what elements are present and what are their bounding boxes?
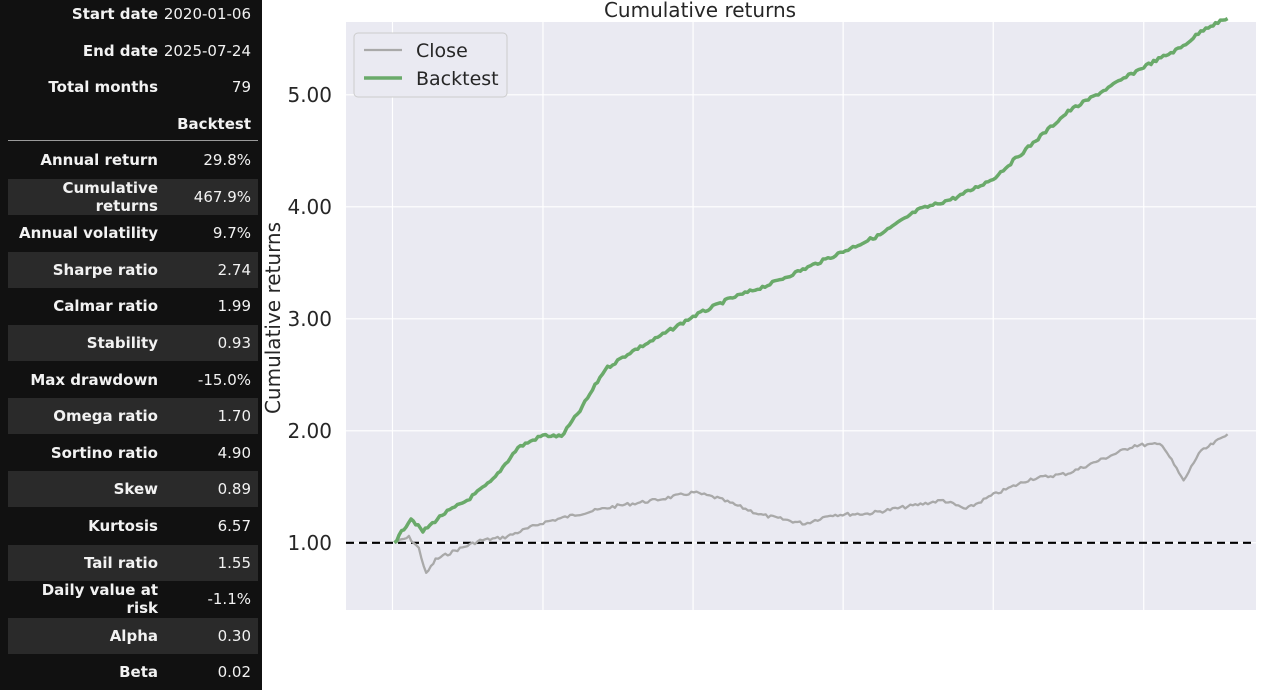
stat-row-top-0-value: 2020-01-06 (163, 5, 251, 23)
legend-label-close: Close (416, 40, 468, 62)
y-tick-labels: 1.00 2.00 3.00 4.00 5.00 (287, 83, 332, 555)
stat-row-metric-13: Alpha 0.30 (8, 617, 258, 654)
stat-row-metric-7: Omega ratio 1.70 (8, 398, 258, 435)
stat-row-metric-9-value: 0.89 (217, 480, 251, 499)
stat-row-metric-6-label: Max drawdown (30, 370, 158, 389)
stat-row-top-1-label: End date (82, 41, 158, 60)
stat-row-metric-8: Sortino ratio 4.90 (8, 435, 258, 471)
y-tick-label: 5.00 (287, 83, 332, 107)
legend-label-backtest: Backtest (416, 68, 499, 90)
stat-row-metric-0-label: Annual return (40, 151, 158, 169)
y-tick-label: 2.00 (287, 419, 332, 443)
stat-row-metric-11-value: 1.55 (217, 553, 251, 572)
stat-row-metric-4-label: Calmar ratio (53, 297, 158, 316)
stat-row-metric-7-label: Omega ratio (53, 407, 158, 426)
cumulative-returns-chart: 1.002.003.004.005.00 Cumulative returns … (262, 0, 1256, 610)
stat-row-top-0-label: Start date (71, 5, 158, 23)
chart-title: Cumulative returns (604, 0, 796, 22)
stat-row-top-1-value: 2025-07-24 (163, 41, 251, 60)
stat-row-metric-10: Kurtosis 6.57 (8, 508, 258, 544)
stat-row-metric-3-value: 2.74 (217, 260, 251, 279)
stat-row-top-2-label: Total months (48, 78, 158, 97)
stat-row-metric-5-value: 0.93 (217, 334, 251, 352)
legend: Close Backtest (353, 32, 508, 98)
stat-row-metric-6: Max drawdown -15.0% (8, 362, 258, 398)
column-header-value: Backtest (177, 115, 251, 134)
stat-row-metric-12-value: -1.1% (207, 590, 251, 609)
stat-row-metric-3: Sharpe ratio 2.74 (8, 251, 258, 288)
y-tick-label: 3.00 (287, 307, 332, 331)
stat-row-top-1: End date 2025-07-24 (8, 33, 258, 69)
stat-row-metric-0: Annual return 29.8% (8, 142, 258, 178)
stat-row-metric-4: Calmar ratio 1.99 (8, 288, 258, 324)
series-line-backtest (393, 17, 1229, 545)
stat-row-top-0: Start date 2020-01-06 (8, 0, 258, 32)
stat-row-metric-0-value: 29.8% (203, 151, 251, 169)
stat-row-metric-6-value: -15.0% (197, 370, 251, 389)
stat-row-metric-14-label: Beta (119, 663, 158, 682)
y-axis-label: Cumulative returns (262, 222, 285, 414)
header-separator (8, 140, 258, 141)
stat-row-metric-10-label: Kurtosis (88, 517, 158, 535)
stat-row-metric-12-label: Daily value at risk (41, 581, 158, 618)
stat-row-metric-2: Annual volatility 9.7% (8, 215, 258, 251)
series-line-close (394, 433, 1229, 574)
stat-row-metric-1-label: Cumulative returns (62, 178, 158, 215)
stat-row-metric-9-label: Skew (113, 480, 158, 499)
stat-row-metric-11: Tail ratio 1.55 (8, 544, 258, 581)
stat-row-metric-13-label: Alpha (109, 626, 158, 645)
stat-row-top-2-value: 79 (231, 78, 251, 97)
stat-row-metric-2-value: 9.7% (212, 224, 251, 243)
y-tick-label: 1.00 (287, 531, 332, 555)
stat-row-metric-8-value: 4.90 (217, 443, 251, 462)
stat-row-metric-14: Beta 0.02 (8, 654, 258, 690)
stat-row-metric-1-value: 467.9% (193, 187, 251, 206)
stat-row-metric-11-label: Tail ratio (83, 553, 158, 572)
stat-row-metric-13-value: 0.30 (217, 626, 251, 645)
stat-row-metric-4-value: 1.99 (217, 297, 251, 316)
plot-area (346, 22, 1256, 610)
series-group (393, 17, 1229, 574)
stat-row-metric-7-value: 1.70 (217, 407, 251, 426)
stat-row-top-2: Total months 79 (8, 69, 258, 105)
stat-row-metric-5: Stability 0.93 (8, 325, 258, 361)
stats-panel: Start date 2020-01-06 End date 2025-07-24 To… (0, 0, 262, 690)
stat-row-metric-8-label: Sortino ratio (50, 443, 158, 462)
stat-row-metric-14-value: 0.02 (217, 663, 251, 682)
stat-row-metric-12: Daily value at risk -1.1% (8, 581, 258, 617)
stat-row-metric-9: Skew 0.89 (8, 471, 258, 508)
stat-row-metric-10-value: 6.57 (217, 517, 251, 535)
stat-row-metric-5-label: Stability (86, 334, 158, 352)
column-header: Backtest (8, 106, 258, 142)
stat-row-metric-3-label: Sharpe ratio (52, 260, 158, 279)
stat-row-metric-1: Cumulative returns 467.9% (8, 178, 258, 215)
stat-row-metric-2-label: Annual volatility (18, 224, 158, 243)
y-tick-label: 4.00 (287, 195, 332, 219)
